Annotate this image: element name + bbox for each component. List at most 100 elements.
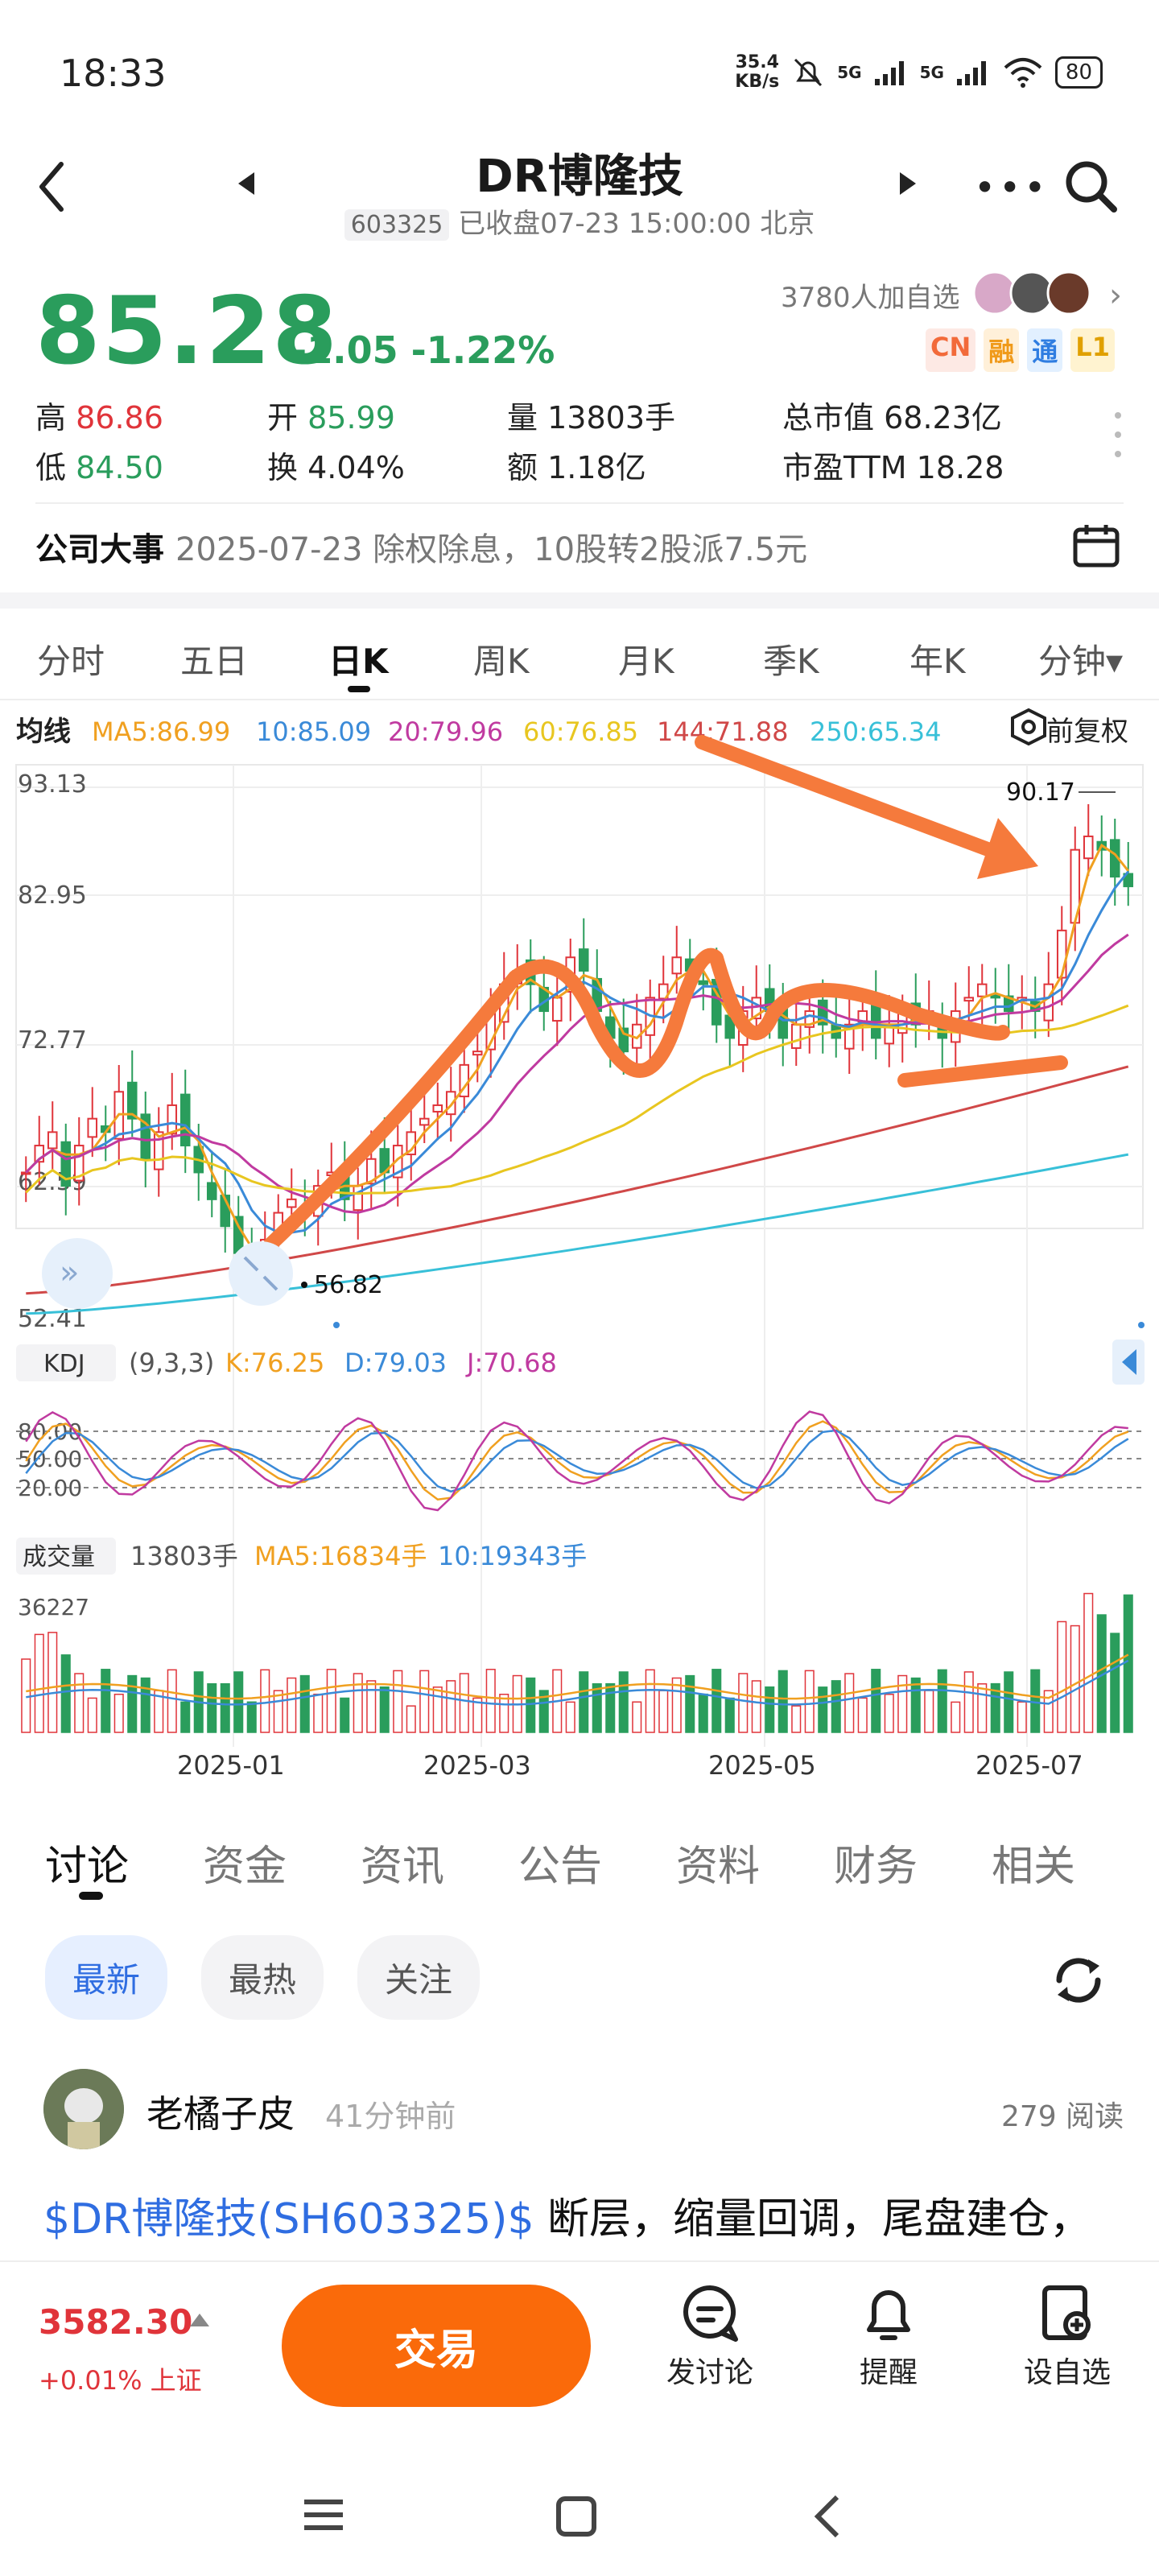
index-change[interactable]: +0.01% 上证 [39,2365,202,2396]
tab-announcements[interactable]: 公告 [518,1843,603,1891]
ma-line [26,1065,1129,1295]
candle [179,1093,191,1147]
tab-related[interactable]: 相关 [992,1843,1076,1891]
candle [286,1198,297,1208]
volume-bar [990,1682,1000,1733]
svg-text:成交量: 成交量 [23,1543,95,1571]
watchlist-icon [1042,2285,1091,2340]
wifi-icon [1004,58,1042,88]
x-tick-label: 2025-03 [423,1750,531,1781]
volume-bar [765,1686,775,1733]
volume-bar [592,1683,602,1733]
follower-avatars[interactable] [972,269,1101,317]
back-nav-icon[interactable] [814,2495,839,2538]
ma-label: 均线 [16,716,71,748]
post-content[interactable]: $DR博隆技(SH603325)$ 断层，缩量回调，尾盘建仓， [43,2185,1091,2245]
next-stock-icon[interactable] [900,172,916,195]
filter-latest[interactable]: 最新 [45,1935,168,2020]
add-watchlist-button[interactable]: 设自选 [1003,2283,1132,2391]
k-line-chart[interactable]: 均线 MA5:86.99 10:85.09 20:79.96 60:76.85 … [0,700,1159,1787]
tab-profile[interactable]: 资料 [676,1843,761,1891]
scroll-left-button[interactable]: » [42,1238,113,1309]
volume-bar [698,1693,708,1733]
svg-text:10:19343手: 10:19343手 [438,1541,587,1571]
tab-quarterly-k[interactable]: 季K [763,642,819,681]
adjust-toggle[interactable]: 前复权 [1011,708,1128,748]
volume-bar [34,1633,44,1733]
volume-bar [1070,1624,1080,1733]
candle [87,1117,98,1138]
tab-discussion[interactable]: 讨论 [45,1843,130,1891]
signal-icon-2 [956,61,986,85]
tab-minute-dropdown[interactable]: 分钟▾ [1038,642,1124,681]
back-arrow-icon[interactable] [34,158,72,216]
avatar[interactable] [43,2069,124,2149]
index-value[interactable]: 3582.30 [39,2302,193,2342]
stat-volume: 量 13803手 [507,400,675,436]
tag-cn: CN [926,328,976,372]
candle [153,1131,164,1170]
divider [0,699,1159,700]
volume-bar [1083,1592,1094,1733]
discuss-button[interactable]: 发讨论 [645,2283,774,2391]
prev-stock-icon[interactable] [238,172,254,195]
volume-bar [951,1701,961,1733]
menu-nav-icon[interactable] [304,2500,343,2530]
candle [73,1145,85,1182]
volume-bar [459,1673,469,1733]
chevron-right-icon[interactable]: › [1109,277,1122,314]
tab-intraday[interactable]: 分时 [37,642,105,681]
expand-dots-icon[interactable] [1114,411,1122,459]
mute-bell-icon [794,58,823,87]
volume-bar [924,1690,934,1733]
tab-monthly-k[interactable]: 月K [618,642,674,681]
tab-financials[interactable]: 财务 [834,1843,918,1891]
remind-button[interactable]: 提醒 [824,2283,953,2391]
volume-bar [379,1686,390,1733]
tab-yearly-k[interactable]: 年K [909,642,966,681]
tab-news[interactable]: 资讯 [361,1843,445,1891]
followers-count[interactable]: 3780人加自选 [781,282,960,314]
drawn-annotation [263,735,1068,1252]
volume-bar [1043,1690,1054,1733]
tab-weekly-k[interactable]: 周K [473,642,530,681]
calendar-icon[interactable] [1072,522,1120,570]
y-tick-label: 93.13 [18,770,87,799]
volume-bar [260,1669,270,1733]
kdj-collapse-button[interactable] [1112,1340,1145,1385]
refresh-icon[interactable] [1046,1948,1111,2013]
candle [365,1158,377,1185]
filter-following[interactable]: 关注 [357,1935,481,2020]
kdj-line [25,1420,1129,1501]
volume-bar [1030,1669,1041,1733]
volume-bar [74,1673,85,1733]
ma250-value: 250:65.34 [810,716,941,747]
post-filters: 最新 最热 关注 [45,1935,481,2020]
price-change: -1.05 -1.22% [291,328,555,372]
kdj-level: 80.00 [18,1418,82,1445]
tab-five-day[interactable]: 五日 [180,642,249,681]
filter-hot[interactable]: 最热 [201,1935,324,2020]
volume-bar [393,1670,403,1733]
post-username[interactable]: 老橘子皮 [146,2092,295,2136]
volume-bar [897,1674,908,1733]
search-icon[interactable] [1061,156,1122,217]
volume-bar [485,1669,496,1733]
tab-daily-k[interactable]: 日K [328,642,389,681]
volume-bar [432,1686,443,1733]
candle [976,983,988,997]
trade-button[interactable]: 交易 [282,2285,591,2407]
volume-bar [871,1669,881,1733]
volume-bar [499,1694,509,1733]
tab-funds[interactable]: 资金 [203,1843,287,1891]
volume-bar [1123,1594,1133,1733]
company-event[interactable]: 公司大事 2025-07-23 除权除息，10股转2股派7.5元 [35,531,808,568]
candle [618,1027,629,1053]
drawn-arrow-head [977,818,1038,879]
stock-link[interactable]: $DR博隆技(SH603325)$ [43,2195,534,2244]
volume-bar [884,1694,894,1733]
tag-connect: 通 [1027,328,1063,372]
home-nav-icon[interactable] [556,2496,596,2537]
more-icon[interactable]: ••• [974,166,1050,209]
fullscreen-button[interactable] [229,1241,293,1306]
